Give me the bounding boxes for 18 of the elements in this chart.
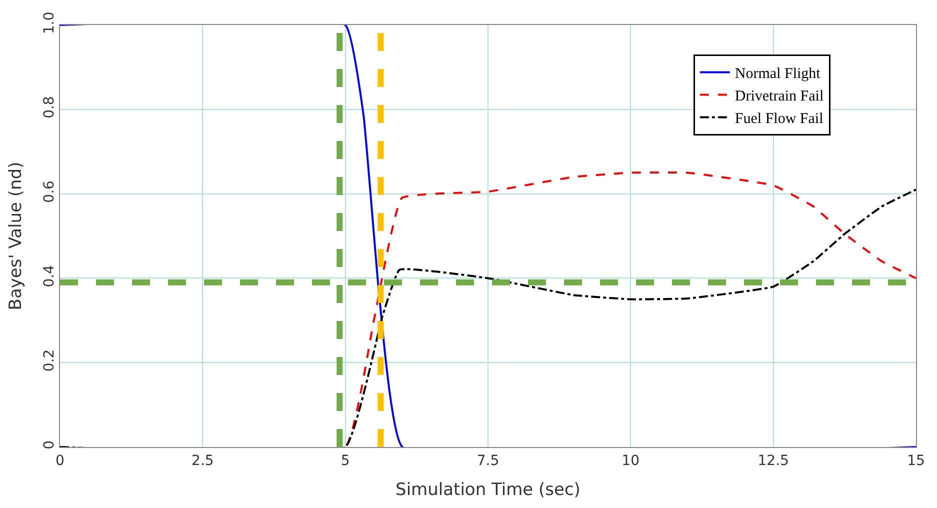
y-tick-label: 0.2 bbox=[41, 349, 58, 372]
y-tick-label: 1.0 bbox=[41, 12, 58, 34]
legend-label: Fuel Flow Fail bbox=[734, 111, 824, 128]
x-tick-label: 5 bbox=[340, 452, 350, 469]
x-axis-title: Simulation Time (sec) bbox=[396, 480, 580, 500]
line-series bbox=[60, 25, 916, 447]
x-tick-label: 12.5 bbox=[758, 452, 789, 469]
y-tick-label: 0.6 bbox=[41, 180, 58, 203]
y-tick-label: 0.8 bbox=[41, 96, 58, 118]
legend-label: Normal Flight bbox=[734, 66, 822, 82]
x-tick-label: 15 bbox=[907, 452, 925, 469]
x-tick-label: 10 bbox=[622, 452, 640, 469]
x-tick-label: 2.5 bbox=[192, 452, 214, 469]
y-tick-label: 0.4 bbox=[41, 264, 58, 288]
legend-label: Drivetrain Fail bbox=[734, 88, 824, 105]
y-axis-title: Bayes' Value (nd) bbox=[6, 162, 26, 310]
x-tick-label: 7.5 bbox=[476, 452, 500, 469]
y-tick-label: 0 bbox=[41, 440, 58, 450]
